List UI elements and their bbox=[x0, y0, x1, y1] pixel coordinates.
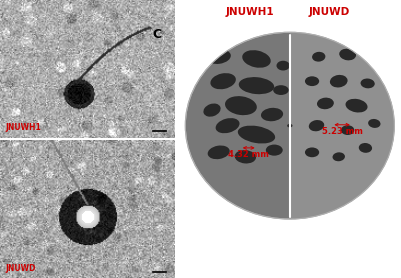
Ellipse shape bbox=[235, 150, 256, 163]
Ellipse shape bbox=[305, 147, 319, 157]
Ellipse shape bbox=[312, 52, 325, 62]
Ellipse shape bbox=[207, 49, 231, 64]
Text: JNUWD: JNUWD bbox=[309, 7, 350, 17]
Ellipse shape bbox=[341, 125, 354, 135]
Ellipse shape bbox=[305, 76, 319, 86]
Ellipse shape bbox=[309, 120, 324, 131]
Ellipse shape bbox=[287, 124, 292, 127]
Ellipse shape bbox=[359, 143, 372, 153]
Text: JNUWD: JNUWD bbox=[6, 264, 36, 273]
Ellipse shape bbox=[370, 54, 383, 63]
Ellipse shape bbox=[211, 73, 236, 89]
Ellipse shape bbox=[238, 126, 275, 143]
Ellipse shape bbox=[339, 49, 356, 60]
Ellipse shape bbox=[346, 99, 368, 113]
Ellipse shape bbox=[185, 32, 394, 219]
Ellipse shape bbox=[332, 152, 345, 161]
Ellipse shape bbox=[317, 98, 334, 109]
Ellipse shape bbox=[185, 32, 394, 219]
Ellipse shape bbox=[277, 61, 290, 71]
Ellipse shape bbox=[242, 50, 271, 68]
Ellipse shape bbox=[225, 96, 257, 115]
Text: 4.32 mm: 4.32 mm bbox=[228, 150, 269, 159]
Text: JNUWH1: JNUWH1 bbox=[6, 123, 41, 132]
Ellipse shape bbox=[239, 77, 274, 94]
Text: JNUWH1: JNUWH1 bbox=[226, 7, 274, 17]
Ellipse shape bbox=[208, 145, 230, 159]
Ellipse shape bbox=[203, 103, 221, 117]
Ellipse shape bbox=[261, 108, 283, 121]
Ellipse shape bbox=[330, 75, 348, 88]
Ellipse shape bbox=[266, 145, 283, 156]
Text: 5.23 mm: 5.23 mm bbox=[322, 127, 363, 136]
Ellipse shape bbox=[368, 119, 381, 128]
Text: C: C bbox=[152, 28, 161, 41]
Ellipse shape bbox=[273, 85, 289, 95]
Ellipse shape bbox=[216, 118, 239, 133]
Ellipse shape bbox=[360, 78, 375, 88]
